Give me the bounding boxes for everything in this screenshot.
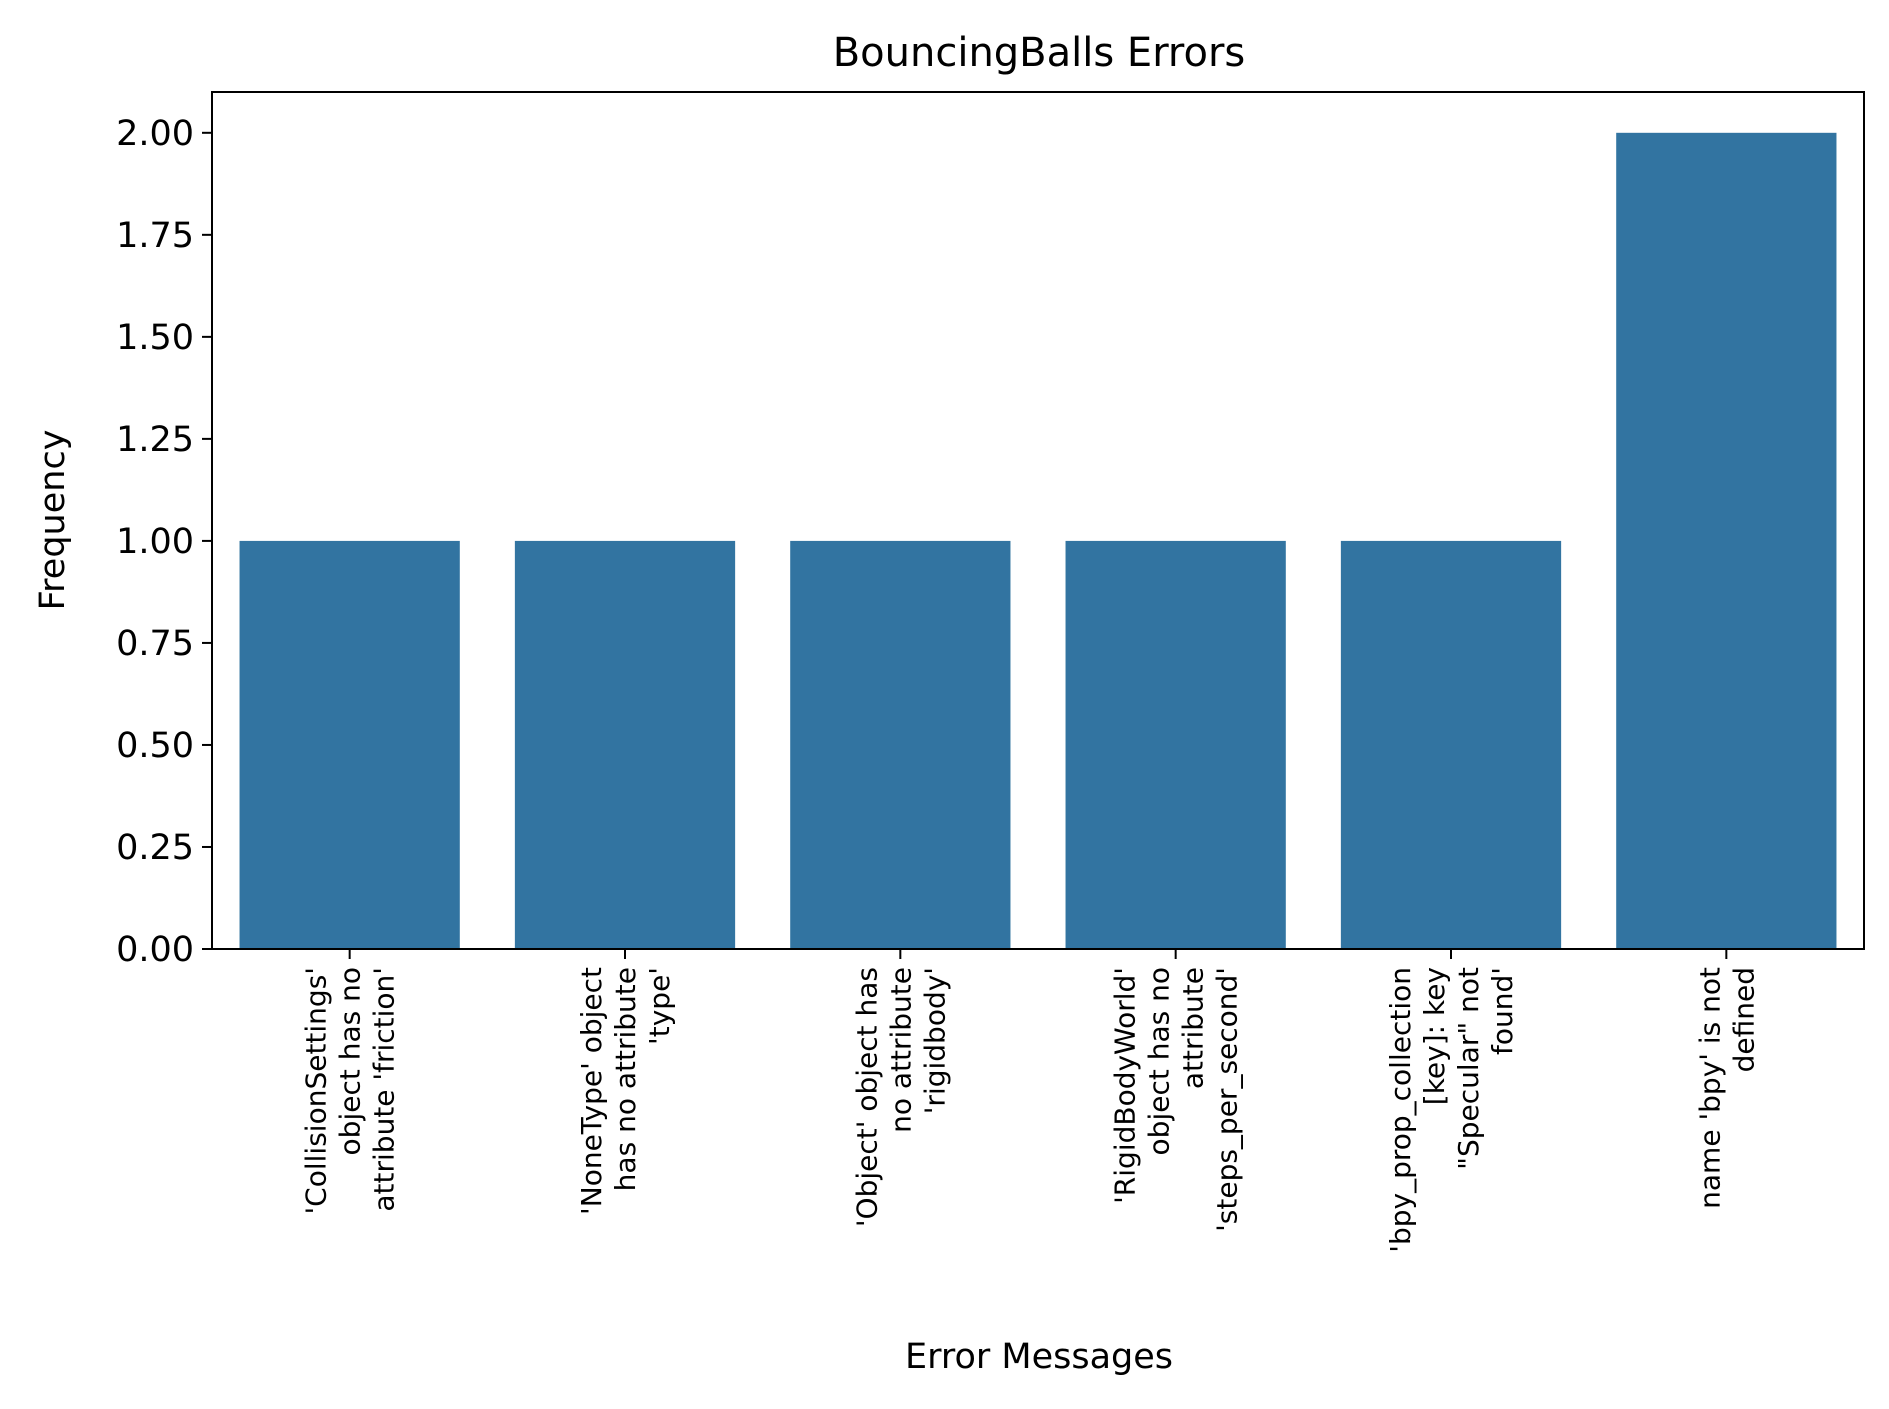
x-tick-label-4: 'bpy_prop_collection [key]: key "Specular"… [1384, 967, 1519, 1253]
bar-5 [1616, 132, 1837, 950]
x-tick-label-line: object has no [334, 967, 367, 1155]
x-tick-label-line: defined [1727, 967, 1760, 1072]
x-tick-label-0: 'CollisionSettings' object has no attribut… [300, 967, 401, 1215]
x-tick-label-line: 'bpy_prop_collection [1384, 967, 1417, 1253]
y-tick-label-6: 1.50 [116, 318, 194, 358]
x-tick-label-line: object has no [1143, 967, 1176, 1155]
x-tick-label-line: [key]: key [1418, 967, 1451, 1105]
bar-3 [1065, 540, 1286, 949]
x-tick-label-line: attribute 'friction' [368, 967, 401, 1212]
y-axis: 0.00 0.25 0.50 0.75 1.00 1.25 1.50 1.75 2.00 [116, 114, 212, 970]
bar-2 [790, 540, 1011, 949]
plot-frame [211, 91, 1865, 950]
y-tick-label-5: 1.25 [116, 420, 194, 460]
y-tick-label-0: 0.00 [116, 930, 194, 970]
x-tick-label-line: 'Object' object has [850, 967, 883, 1227]
x-tick-label-line: 'type' [643, 967, 676, 1045]
x-tick-label-line: attribute [1177, 967, 1210, 1089]
x-tick-label-line: no attribute [884, 967, 917, 1133]
x-axis: 'CollisionSettings' object has no attribut… [300, 949, 1760, 1253]
x-tick-label-1: 'NoneType' object has no attribute'type' [575, 967, 676, 1215]
bar-4 [1340, 540, 1562, 949]
y-tick-label-1: 0.25 [116, 828, 194, 868]
chart-title: BouncingBalls Errors [833, 30, 1246, 76]
x-tick-label-line: 'steps_per_second' [1211, 967, 1244, 1232]
x-tick-label-line: 'RigidBodyWorld' [1109, 967, 1142, 1204]
bar-1 [514, 540, 736, 949]
x-tick-label-line: 'CollisionSettings' [300, 967, 333, 1215]
y-tick-label-3: 0.75 [116, 624, 194, 664]
x-tick-label-line: found' [1486, 967, 1519, 1055]
x-tick-label-line: "Specular" not [1452, 967, 1485, 1170]
bar-0 [239, 540, 460, 949]
x-tick-label-5: name 'bpy' is not defined [1693, 967, 1760, 1209]
y-tick-label-7: 1.75 [116, 216, 194, 256]
x-tick-label-line: has no attribute [609, 967, 642, 1191]
bars-group [239, 132, 1837, 950]
x-tick-label-3: 'RigidBodyWorld' object has no attribute's… [1109, 967, 1244, 1232]
y-tick-label-2: 0.50 [116, 726, 194, 766]
y-tick-label-4: 1.00 [116, 522, 194, 562]
x-axis-label: Error Messages [905, 1337, 1173, 1377]
x-tick-label-2: 'Object' object has no attribute'rigidbod… [850, 967, 951, 1227]
y-axis-label: Frequency [33, 430, 73, 611]
x-tick-label-line: 'NoneType' object [575, 967, 608, 1215]
y-tick-label-8: 2.00 [116, 114, 194, 154]
x-tick-label-line: 'rigidbody' [918, 967, 951, 1114]
x-tick-label-line: name 'bpy' is not [1693, 967, 1726, 1209]
